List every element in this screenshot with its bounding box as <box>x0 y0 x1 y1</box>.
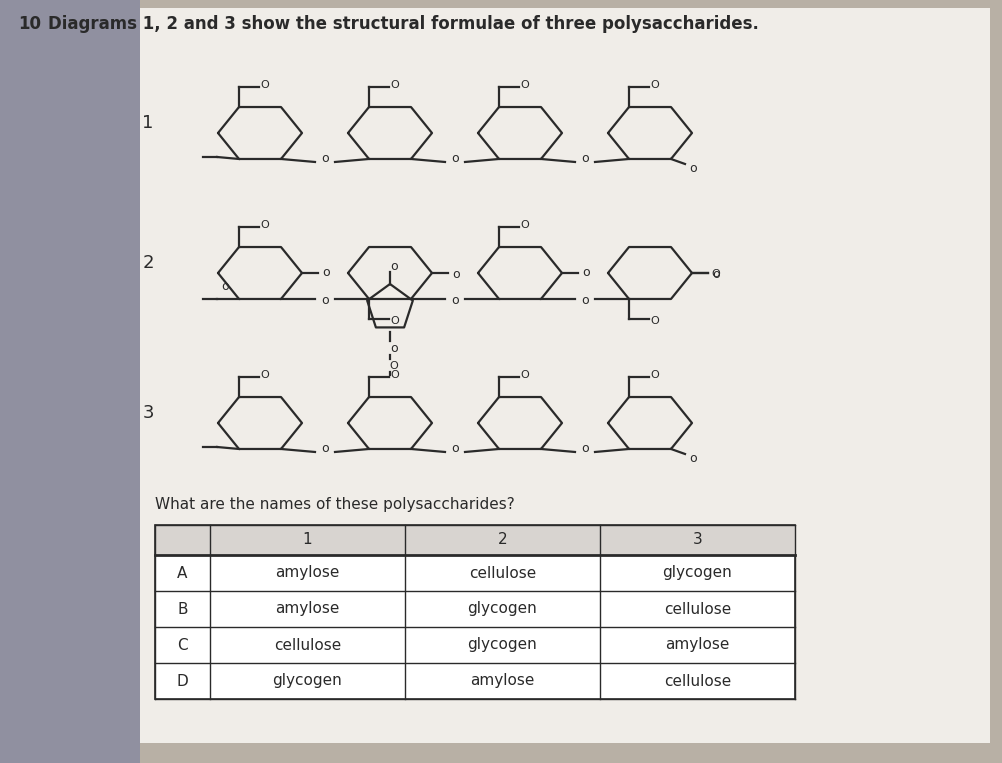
Bar <box>155 525 795 699</box>
Text: O: O <box>650 370 658 380</box>
Text: o: o <box>322 266 330 278</box>
Text: o: o <box>451 295 458 307</box>
Text: cellulose: cellulose <box>468 565 536 581</box>
Text: A: A <box>177 565 187 581</box>
Text: glycogen: glycogen <box>467 601 537 617</box>
Text: o: o <box>221 281 228 294</box>
Text: B: B <box>177 601 187 617</box>
Text: cellulose: cellulose <box>663 674 730 688</box>
Text: o: o <box>321 443 329 456</box>
Text: O: O <box>650 316 658 326</box>
Text: 3: 3 <box>142 404 153 422</box>
Text: o: o <box>711 268 719 281</box>
Bar <box>0 0 140 763</box>
Text: O: O <box>261 80 270 90</box>
Text: o: o <box>390 342 398 355</box>
Text: O: O <box>520 220 529 230</box>
Text: O: O <box>710 269 719 279</box>
Text: o: o <box>452 268 459 281</box>
Text: o: o <box>321 153 329 166</box>
Text: O: O <box>261 370 270 380</box>
Text: O: O <box>389 361 398 371</box>
Text: 1: 1 <box>303 533 312 548</box>
Text: o: o <box>580 443 588 456</box>
Text: 3: 3 <box>692 533 701 548</box>
Text: 10: 10 <box>18 15 41 33</box>
Text: 2: 2 <box>142 254 153 272</box>
Text: glycogen: glycogen <box>273 674 342 688</box>
Text: D: D <box>176 674 188 688</box>
Text: o: o <box>321 295 329 307</box>
Text: amylose: amylose <box>470 674 534 688</box>
Text: o: o <box>390 259 398 272</box>
Text: What are the names of these polysaccharides?: What are the names of these polysacchari… <box>155 497 514 513</box>
Text: O: O <box>390 316 399 326</box>
Text: glycogen: glycogen <box>467 638 537 652</box>
Text: 2: 2 <box>497 533 507 548</box>
Text: cellulose: cellulose <box>274 638 341 652</box>
Text: C: C <box>177 638 187 652</box>
Text: o: o <box>451 443 458 456</box>
Text: O: O <box>390 80 399 90</box>
Text: o: o <box>580 295 588 307</box>
Text: cellulose: cellulose <box>663 601 730 617</box>
Text: amylose: amylose <box>275 601 340 617</box>
Text: O: O <box>390 370 399 380</box>
Text: 1: 1 <box>142 114 153 132</box>
Text: o: o <box>688 452 696 465</box>
Text: o: o <box>451 153 458 166</box>
Text: amylose: amylose <box>664 638 729 652</box>
Text: O: O <box>650 80 658 90</box>
Text: Diagrams 1, 2 and 3 show the structural formulae of three polysaccharides.: Diagrams 1, 2 and 3 show the structural … <box>48 15 759 33</box>
Text: amylose: amylose <box>275 565 340 581</box>
Text: o: o <box>580 153 588 166</box>
Text: glycogen: glycogen <box>662 565 731 581</box>
Text: O: O <box>520 80 529 90</box>
Text: o: o <box>581 266 589 278</box>
Text: o: o <box>688 163 696 175</box>
Text: O: O <box>520 370 529 380</box>
Text: O: O <box>261 220 270 230</box>
Bar <box>155 525 795 555</box>
